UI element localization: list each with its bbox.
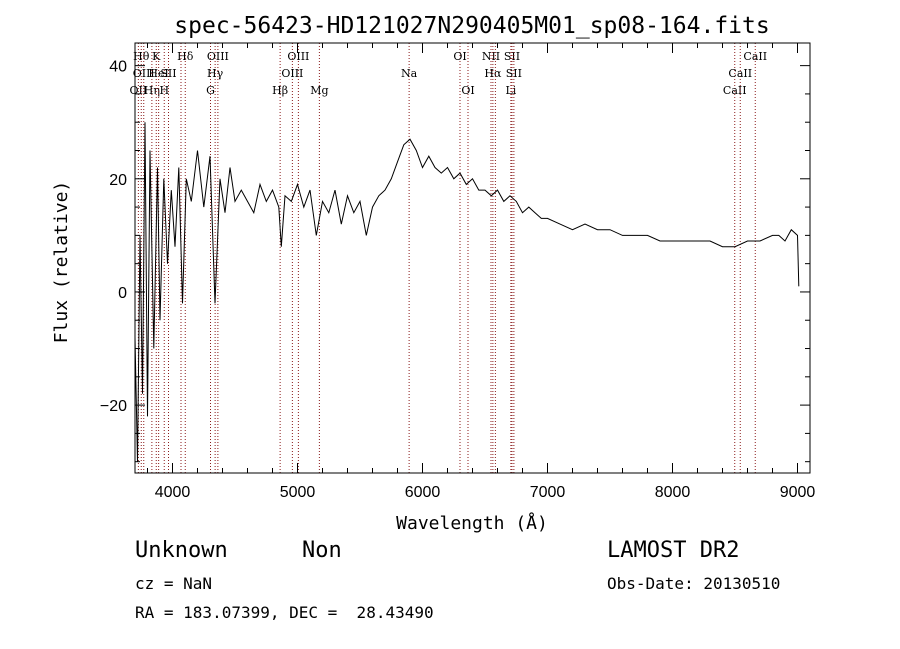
spectral-line-label: Mg	[310, 84, 328, 97]
spectral-line-label: Hα	[484, 67, 502, 80]
y-tick-label: 40	[109, 59, 127, 76]
x-tick-label: 6000	[405, 484, 441, 501]
spectral-line-markers: OIIHθOIIIHηKHeIHSIIHδGHγOIIIHβOIIIOIIIMg…	[130, 43, 767, 473]
object-subclass: Non	[302, 538, 342, 563]
redshift-value: cz = NaN	[135, 574, 213, 593]
x-tick-label: 9000	[780, 484, 816, 501]
y-tick-label: 0	[118, 285, 127, 302]
x-axis-label: Wavelength (Å)	[396, 512, 548, 534]
spectral-line-label: Hθ	[133, 50, 150, 63]
spectral-line-label: SII	[504, 50, 520, 63]
spectral-line-label: OI	[453, 50, 466, 63]
spectral-line-label: Hδ	[177, 50, 194, 63]
y-axis-label: Flux (relative)	[51, 181, 72, 344]
chart-title: spec-56423-HD121027N290405M01_sp08-164.f…	[174, 13, 769, 39]
spectral-line-label: Li	[505, 84, 516, 97]
x-tick-label: 4000	[155, 484, 191, 501]
spectral-line-label: Hβ	[272, 84, 288, 97]
plot-axes: 4000 5000 6000 7000 8000 9000 −20 0 20 40	[100, 42, 816, 501]
spectral-line-label: Hη	[144, 84, 160, 97]
y-tick-label: −20	[100, 398, 127, 415]
spectral-line-label: H	[159, 84, 169, 97]
x-tick-label: 7000	[530, 484, 566, 501]
y-tick-label: 20	[109, 172, 127, 189]
spectral-line-label: OII	[130, 84, 148, 97]
spectral-line-label: OIII	[133, 67, 155, 80]
spectral-line-label: Na	[401, 67, 418, 80]
spectral-line-label: OIII	[207, 50, 229, 63]
spectral-line-label: G	[206, 84, 215, 97]
spectral-line-label: K	[152, 50, 161, 63]
spectral-line-label: CaII	[743, 50, 767, 63]
observation-date: Obs-Date: 20130510	[607, 574, 781, 593]
spectral-line-label: OIII	[281, 67, 303, 80]
spectrum-line	[134, 122, 800, 462]
spectral-line-label: OIII	[287, 50, 309, 63]
x-tick-label: 5000	[280, 484, 316, 501]
spectral-line-label: NII	[482, 50, 500, 63]
spectral-line-label: CaII	[728, 67, 752, 80]
spectral-line-label: SII	[160, 67, 176, 80]
object-class: Unknown	[135, 538, 228, 563]
coordinates: RA = 183.07399, DEC = 28.43490	[135, 603, 434, 622]
survey-name: LAMOST DR2	[607, 538, 740, 563]
spectral-line-label: CaII	[723, 84, 747, 97]
spectral-line-label: OI	[461, 84, 474, 97]
spectral-line-label: HeI	[148, 67, 168, 80]
spectral-line-label: SII	[506, 67, 522, 80]
plot-frame	[134, 42, 811, 474]
x-tick-label: 8000	[655, 484, 691, 501]
spectral-line-label: Hγ	[207, 67, 224, 80]
